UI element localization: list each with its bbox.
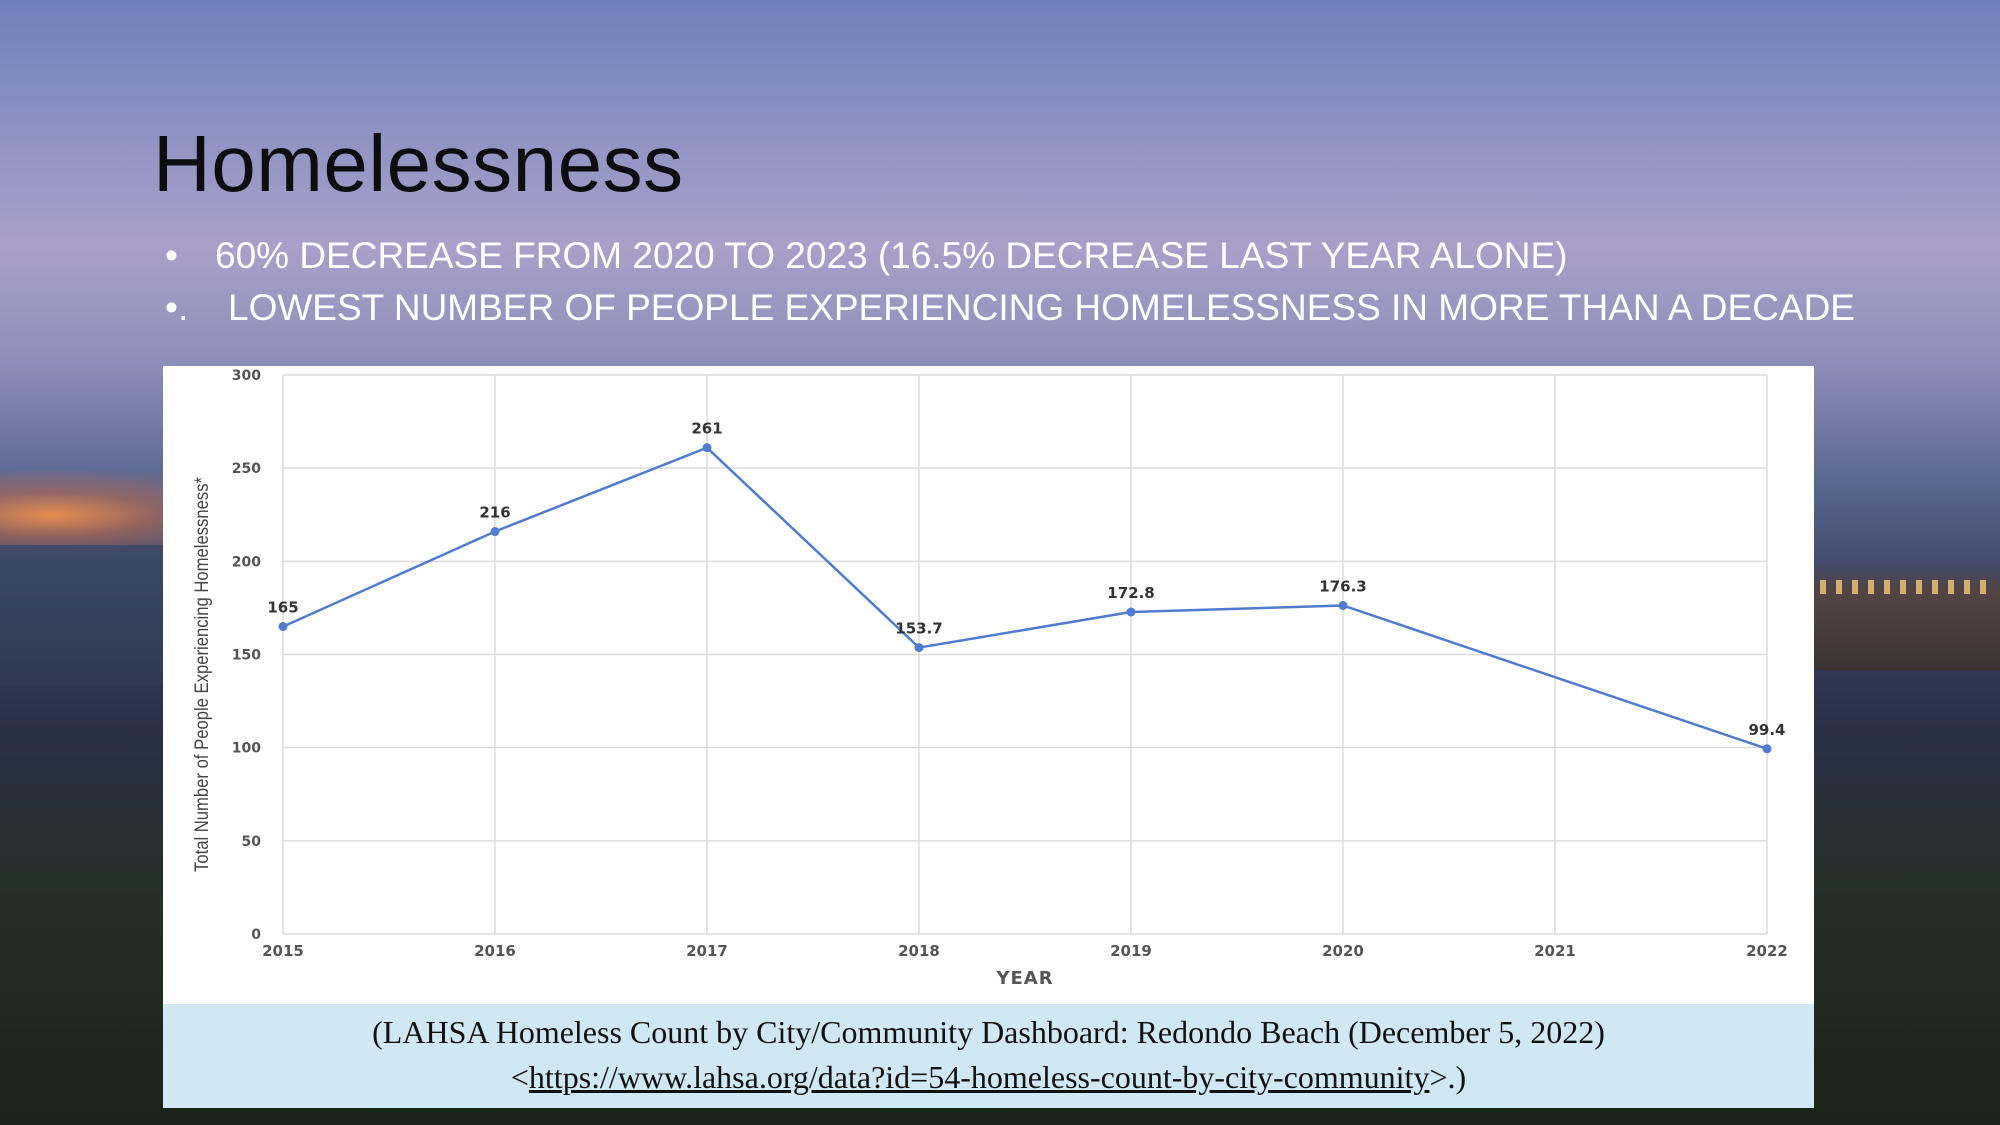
data-label: 261 — [691, 420, 722, 438]
citation-close-bracket: >.) — [1429, 1059, 1467, 1095]
bullet-marker: • — [165, 235, 178, 276]
data-point — [914, 643, 924, 653]
x-tick-label: 2016 — [474, 942, 516, 960]
y-tick-label: 200 — [232, 554, 261, 570]
x-tick-label: 2015 — [262, 942, 304, 960]
line-chart: 0 50 100 150 200 250 300 2015 2016 2017 2018 2019 20… — [192, 368, 1788, 989]
y-tick-label: 50 — [242, 834, 262, 850]
pier-lights — [1820, 580, 1990, 594]
grid-lines — [282, 374, 1768, 935]
bullet-marker: •. — [165, 287, 189, 328]
ocean-background — [0, 545, 170, 685]
citation-text: (LAHSA Homeless Count by City/Community … — [372, 1014, 1605, 1050]
x-tick-label: 2017 — [686, 942, 728, 960]
data-label: 176.3 — [1319, 577, 1366, 595]
bullet-text: LOWEST NUMBER OF PEOPLE EXPERIENCING HOM… — [228, 287, 1855, 328]
x-tick-label: 2020 — [1322, 942, 1364, 960]
x-tick-label: 2022 — [1746, 942, 1788, 960]
y-tick-label: 250 — [232, 461, 261, 477]
y-tick-label: 0 — [251, 927, 261, 943]
y-tick-label: 150 — [232, 648, 261, 664]
citation-open-bracket: < — [510, 1059, 529, 1095]
x-tick-label: 2021 — [1534, 942, 1576, 960]
data-label: 216 — [479, 504, 510, 522]
x-axis-title: YEAR — [995, 968, 1053, 989]
data-labels: 165 216 261 153.7 172.8 176.3 99.4 — [267, 420, 1785, 739]
x-tick-label: 2018 — [898, 942, 940, 960]
data-label: 153.7 — [895, 620, 942, 638]
pier-background — [1810, 560, 2000, 670]
data-point — [278, 622, 288, 632]
citation-box: (LAHSA Homeless Count by City/Community … — [163, 1004, 1814, 1108]
data-label: 99.4 — [1748, 721, 1785, 739]
data-point — [1762, 744, 1772, 754]
data-label: 172.8 — [1107, 584, 1154, 602]
citation-link[interactable]: https://www.lahsa.org/data?id=54-homeles… — [528, 1059, 1430, 1095]
y-tick-label: 300 — [232, 368, 261, 384]
bullet-text: 60% DECREASE FROM 2020 TO 2023 (16.5% DE… — [215, 235, 1568, 276]
data-point — [702, 443, 712, 453]
axes: 0 50 100 150 200 250 300 2015 2016 2017 2018 2019 20… — [192, 368, 1788, 989]
y-axis-title: Total Number of People Experiencing Home… — [192, 476, 213, 872]
y-tick-label: 100 — [232, 741, 261, 757]
citation-url-line: <https://www.lahsa.org/data?id=54-homele… — [163, 1059, 1814, 1096]
chart-panel: 0 50 100 150 200 250 300 2015 2016 2017 2018 2019 20… — [163, 366, 1814, 1004]
bullet-list: • 60% DECREASE FROM 2020 TO 2023 (16.5% … — [165, 230, 1855, 334]
series-line — [278, 443, 1772, 754]
data-label: 165 — [267, 599, 298, 617]
data-point — [490, 527, 500, 537]
series-path — [282, 446, 1768, 750]
x-tick-label: 2019 — [1110, 942, 1152, 960]
bullet-item: •. LOWEST NUMBER OF PEOPLE EXPERIENCING … — [165, 282, 1855, 334]
data-point — [1338, 600, 1348, 610]
bullet-item: • 60% DECREASE FROM 2020 TO 2023 (16.5% … — [165, 230, 1855, 282]
data-point — [1126, 607, 1136, 617]
slide-title: Homelessness — [153, 119, 684, 208]
